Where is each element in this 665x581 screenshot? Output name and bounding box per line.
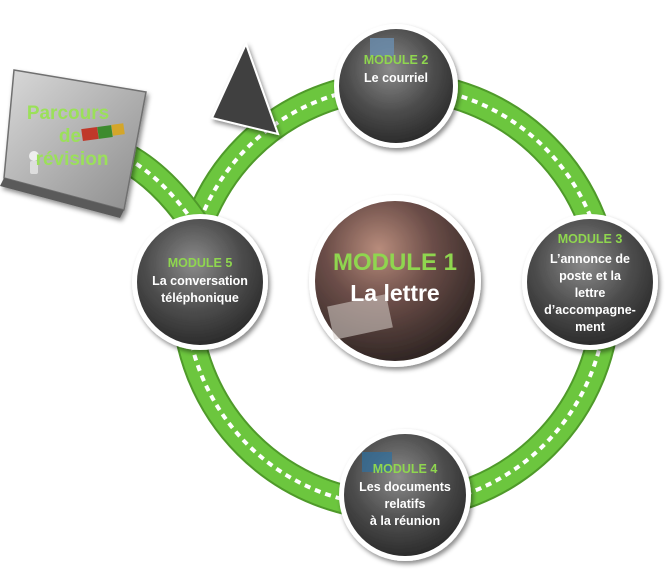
module-3-text-1: L’annonce de	[550, 252, 630, 266]
module-4-text-1: Les documents	[359, 480, 451, 494]
module-2-photo-icon	[370, 38, 394, 56]
module-3-text-3: lettre	[575, 286, 606, 300]
revision-line-1: Parcours	[27, 103, 109, 124]
module-5-text-2: téléphonique	[161, 291, 239, 305]
puzzle-piece-yellow	[111, 123, 125, 136]
module-4-node[interactable]: MODULE 4 Les documents relatifs à la réu…	[339, 429, 471, 561]
puzzle-piece-red	[81, 126, 99, 142]
puzzle-piece-green	[97, 125, 113, 139]
module-2-disc	[339, 29, 453, 143]
module-3-disc	[527, 219, 653, 345]
module-2-node[interactable]: MODULE 2 Le courriel	[334, 24, 458, 148]
module-4-laptop-icon	[362, 452, 392, 472]
module-1-text-1: La lettre	[350, 280, 439, 306]
revision-line-3: révision	[36, 149, 109, 170]
module-5-node[interactable]: MODULE 5 La conversation téléphonique	[132, 214, 268, 350]
module-1-paper-icon	[327, 294, 393, 340]
module-5-label: MODULE 5	[168, 256, 233, 270]
revision-card-side	[0, 178, 124, 218]
module-3-node[interactable]: MODULE 3 L’annonce de poste et la lettre…	[522, 214, 658, 350]
module-5-disc	[137, 219, 263, 345]
module-3-label: MODULE 3	[558, 232, 623, 246]
figure-head-icon	[29, 151, 39, 161]
revision-card[interactable]: Parcours de révision	[0, 69, 147, 218]
figure-body-icon	[30, 161, 38, 174]
module-3-text-4: d’accompagne-	[544, 303, 636, 317]
revision-line-2: de	[59, 126, 81, 147]
module-4-text-2: relatifs	[385, 497, 426, 511]
module-4-text-3: à la réunion	[370, 514, 440, 528]
module-3-text-5: ment	[575, 320, 606, 334]
module-3-text-2: poste et la	[559, 269, 622, 283]
module-2-label: MODULE 2	[364, 53, 429, 67]
module-1-node[interactable]: MODULE 1 La lettre	[309, 195, 481, 367]
module-4-label: MODULE 4	[373, 462, 438, 476]
module-2-text-1: Le courriel	[364, 71, 428, 85]
module-5-text-1: La conversation	[152, 274, 248, 288]
module-1-label: MODULE 1	[333, 249, 457, 276]
cycle-arrow-head	[210, 41, 280, 136]
